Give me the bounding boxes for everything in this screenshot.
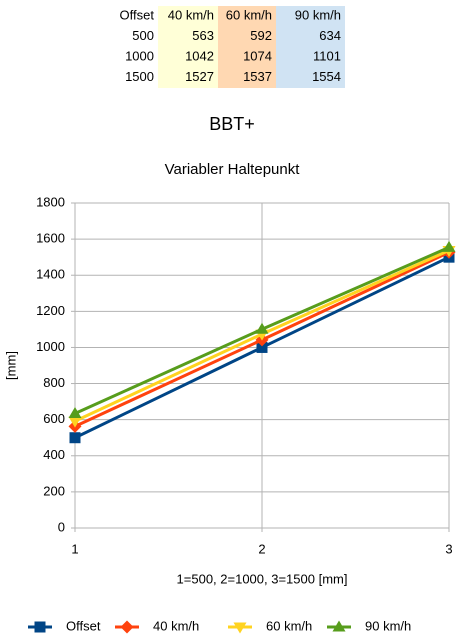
y-tick-label: 1000 <box>36 339 65 354</box>
x-tick-label: 3 <box>445 541 452 556</box>
legend-marker <box>120 620 134 634</box>
y-tick-label: 800 <box>43 375 65 390</box>
data-point <box>69 432 81 444</box>
data-point <box>442 240 456 252</box>
x-tick-label: 1 <box>71 541 78 556</box>
y-tick-label: 1800 <box>36 194 65 209</box>
heading: BBT+ <box>209 114 255 134</box>
table-cell: 1537 <box>243 69 272 84</box>
table-cell: Offset <box>120 8 155 23</box>
y-tick-label: 600 <box>43 411 65 426</box>
legend-marker <box>332 620 346 632</box>
table-column-fill <box>158 6 218 88</box>
table-column-fill <box>276 6 345 88</box>
table-cell: 634 <box>319 28 341 43</box>
table-cell: 563 <box>192 28 214 43</box>
y-tick-label: 400 <box>43 447 65 462</box>
y-tick-label: 0 <box>58 519 65 534</box>
x-axis-label: 1=500, 2=1000, 3=1500 [mm] <box>177 571 348 586</box>
chart-title: Variabler Haltepunkt <box>165 161 301 178</box>
table-cell: 1074 <box>243 49 272 64</box>
y-tick-label: 1600 <box>36 231 65 246</box>
table-cell: 1554 <box>312 69 341 84</box>
x-tick-label: 2 <box>258 541 265 556</box>
data-point <box>256 341 268 353</box>
table-cell: 40 km/h <box>168 8 214 23</box>
legend-marker <box>34 621 46 633</box>
y-tick-label: 1200 <box>36 303 65 318</box>
table-cell: 1527 <box>185 69 214 84</box>
y-tick-label: 200 <box>43 483 65 498</box>
y-axis-label: [mm] <box>3 351 18 380</box>
y-tick-label: 1400 <box>36 267 65 282</box>
table-cell: 1042 <box>185 49 214 64</box>
table-cell: 592 <box>250 28 272 43</box>
table-cell: 1500 <box>125 69 154 84</box>
legend-label: 60 km/h <box>266 618 312 633</box>
data-point <box>68 416 82 428</box>
table-column-fill <box>218 6 276 88</box>
table-cell: 1101 <box>313 49 341 64</box>
data-point <box>68 407 82 419</box>
legend-marker <box>233 622 247 634</box>
table-cell: 90 km/h <box>295 8 341 23</box>
legend-label: 40 km/h <box>153 618 199 633</box>
legend-label: 90 km/h <box>365 618 411 633</box>
table-cell: 1000 <box>125 49 154 64</box>
table-cell: 60 km/h <box>226 8 272 23</box>
table-cell: 500 <box>132 28 154 43</box>
legend-label: Offset <box>66 618 101 633</box>
data-point <box>255 322 269 334</box>
